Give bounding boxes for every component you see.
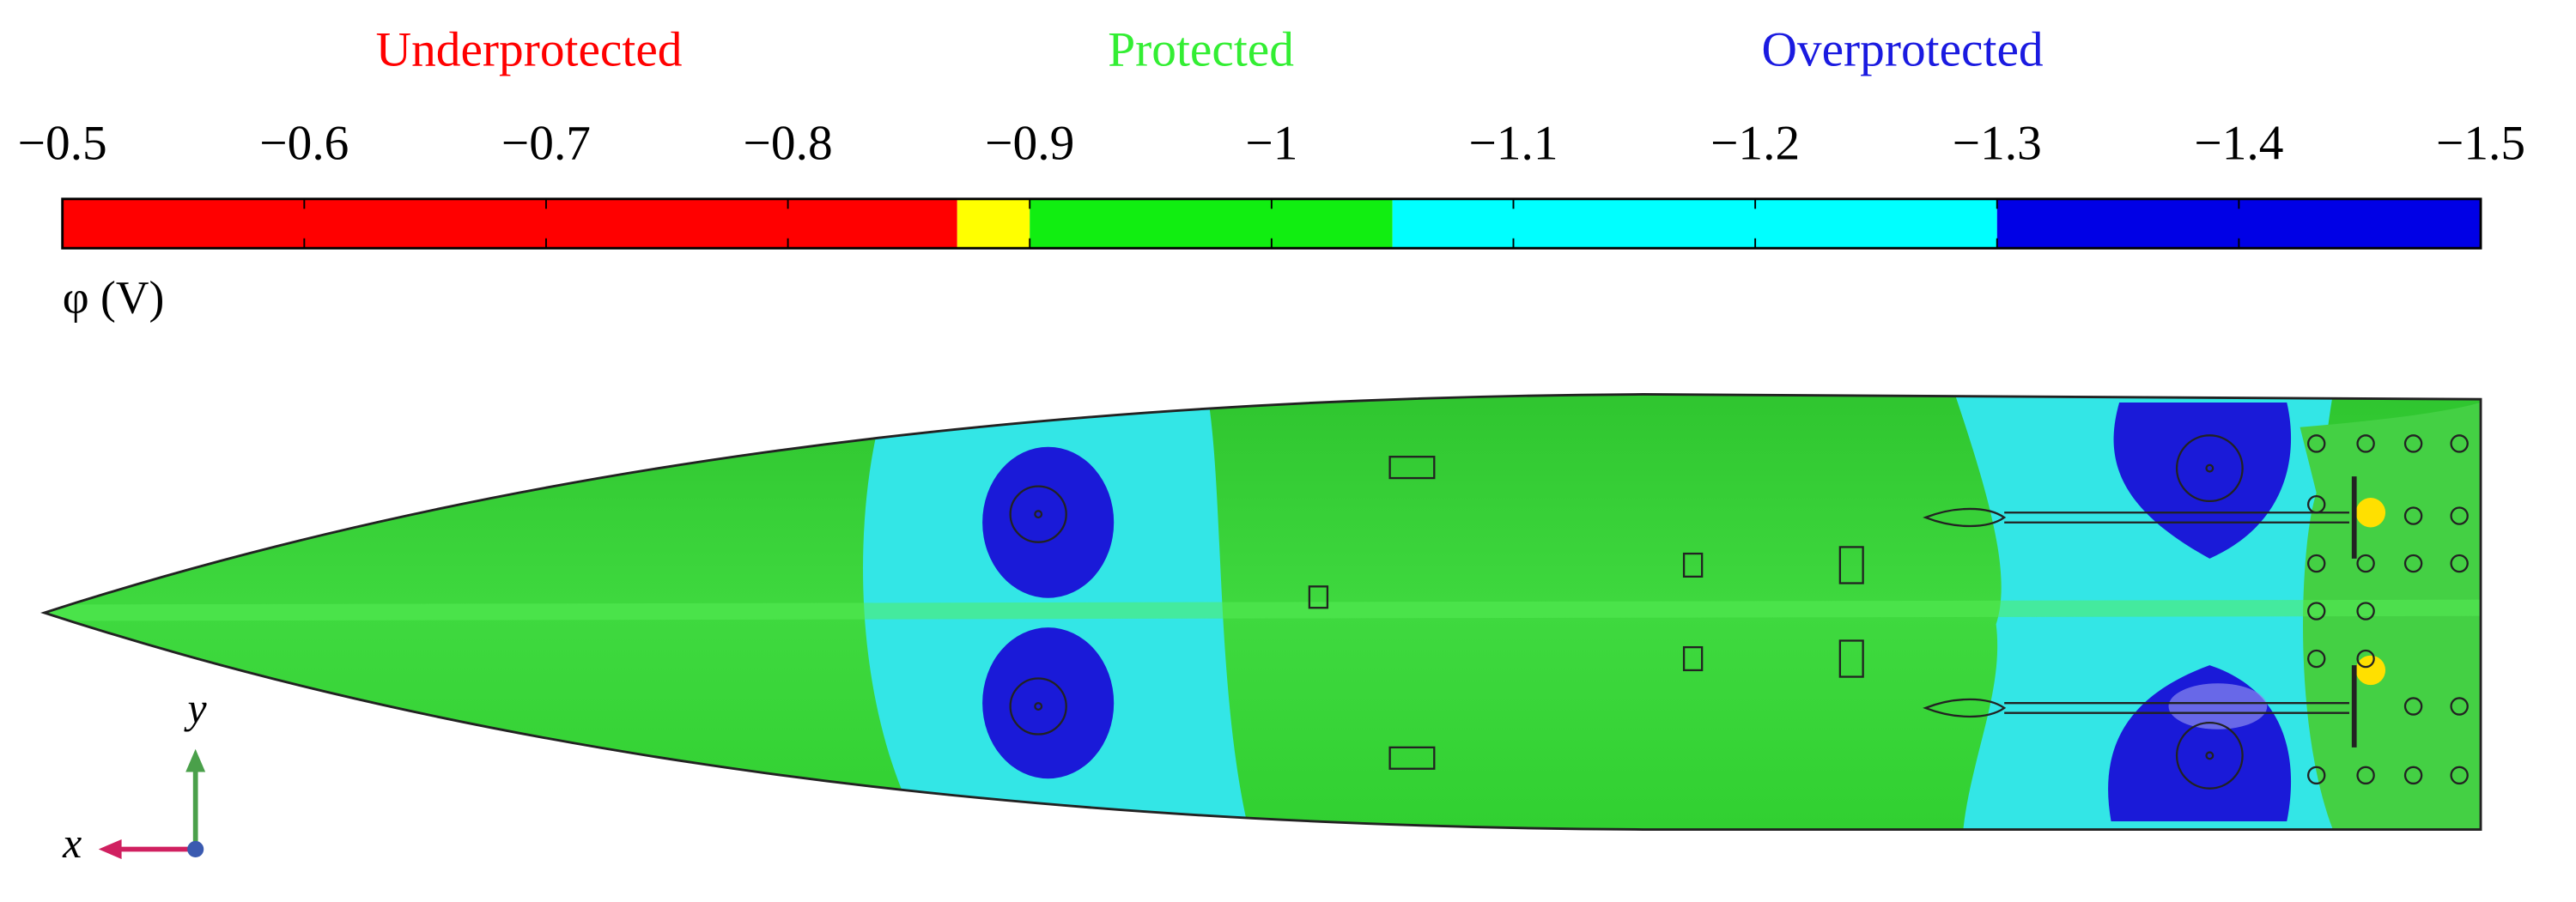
hull — [44, 394, 2482, 830]
region-label: Overprotected — [1761, 23, 2043, 77]
colorbar-segment — [957, 198, 1030, 249]
hull-details — [1009, 434, 2469, 790]
tick-label: −0.6 — [259, 117, 349, 171]
colorbar-label: φ (V) — [63, 272, 165, 324]
tick-label: −1.5 — [2436, 117, 2525, 171]
tick-label: −1.3 — [1953, 117, 2042, 171]
region-label: Protected — [1108, 23, 1294, 77]
tick-label: −1 — [1245, 117, 1297, 171]
tick-label: −0.8 — [744, 117, 833, 171]
triad-x-label: x — [62, 820, 82, 867]
colorbar-segment — [1392, 198, 1997, 249]
colorbar-frame — [61, 197, 2482, 250]
tick-label: −0.9 — [985, 117, 1074, 171]
tick-label: −1.2 — [1710, 117, 1800, 171]
tick-label: −0.7 — [501, 117, 591, 171]
triad-y-label: y — [184, 685, 208, 732]
tick-label: −0.5 — [18, 117, 107, 171]
axis-triad: x y — [62, 685, 207, 867]
region-label: Underprotected — [376, 23, 683, 77]
tick-label: −1.1 — [1468, 117, 1558, 171]
hull-outline — [40, 393, 2482, 831]
tick-label: −1.4 — [2194, 117, 2283, 171]
colorbar-segment — [1030, 198, 1393, 249]
colorbar-segment — [62, 198, 957, 249]
